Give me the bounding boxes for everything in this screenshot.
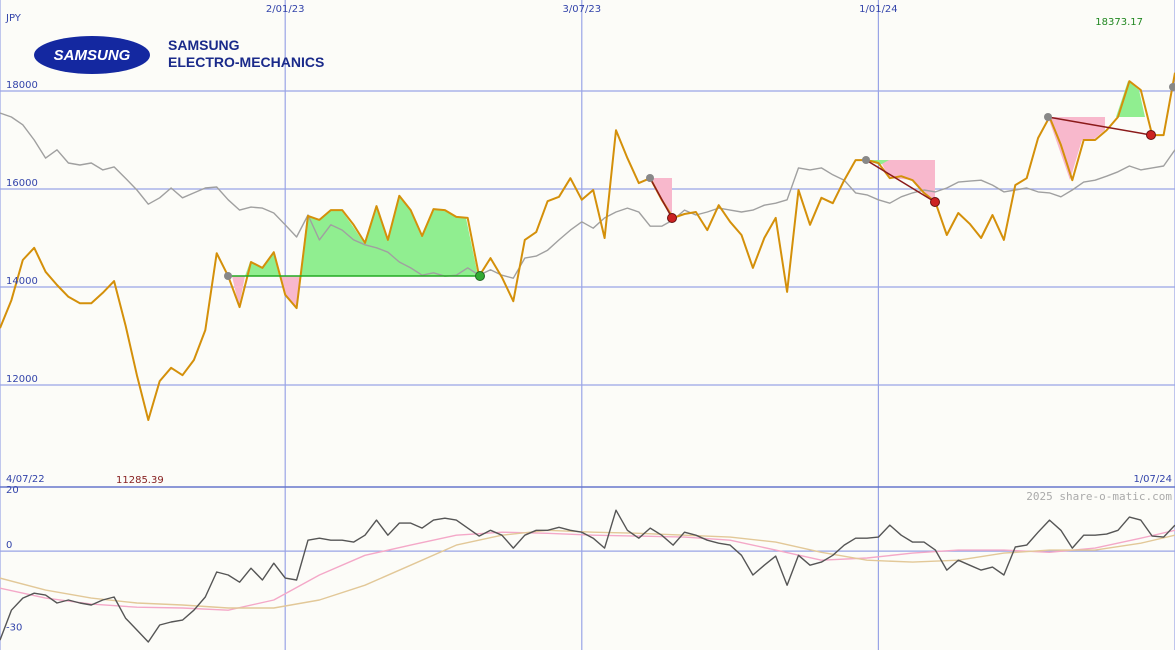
- trend-dot: [667, 213, 677, 223]
- trend-dot: [1044, 113, 1052, 121]
- logo-ellipse: [34, 36, 150, 74]
- x-tick-label: 1/01/24: [859, 4, 898, 15]
- watermark: 2025 share-o-matic.com: [1026, 490, 1172, 503]
- logo-mark: SAMSUNG: [54, 47, 131, 64]
- loss-area: [880, 160, 935, 202]
- trend-line: [649, 177, 673, 219]
- y-tick-label: 20: [6, 485, 19, 496]
- plot: [0, 72, 1175, 643]
- loss-area: [1048, 117, 1105, 180]
- x-tick-label: 1/07/24: [1133, 474, 1172, 485]
- gain-area: [1105, 81, 1145, 117]
- gain-area: [245, 252, 280, 276]
- y-tick-label: -30: [6, 623, 22, 634]
- trend-line: [1047, 116, 1152, 136]
- trend-dot: [1169, 83, 1175, 91]
- company-name: SAMSUNG: [168, 37, 240, 53]
- last-price-label: 18373.17: [1095, 17, 1143, 28]
- trend-dot: [1146, 130, 1156, 140]
- trend-dot: [475, 271, 485, 281]
- trend-dot: [862, 156, 870, 164]
- series-line: [0, 112, 1175, 279]
- trend-line: [865, 159, 936, 203]
- trend-dot: [646, 174, 654, 182]
- loss-area: [232, 276, 245, 307]
- company-name: ELECTRO-MECHANICS: [168, 54, 324, 70]
- y-tick-label: 12000: [6, 374, 38, 385]
- trend-dot: [224, 272, 232, 280]
- y-tick-label: 0: [6, 540, 12, 551]
- trend-lines: [224, 83, 1175, 281]
- x-tick-label: 3/07/23: [563, 4, 602, 15]
- series-line: [0, 509, 1175, 643]
- series-line: [0, 72, 1175, 421]
- currency-label: JPY: [5, 13, 22, 24]
- y-tick-label: 18000: [6, 80, 38, 91]
- low-price-label: 11285.39: [116, 475, 164, 486]
- trend-dot: [930, 197, 940, 207]
- logo: SAMSUNG SAMSUNG ELECTRO-MECHANICS: [34, 36, 324, 74]
- x-tick-label: 4/07/22: [6, 474, 45, 485]
- y-tick-label: 14000: [6, 276, 38, 287]
- loss-area: [280, 276, 300, 308]
- y-tick-label: 16000: [6, 178, 38, 189]
- series-line: [0, 529, 1175, 611]
- x-tick-label: 2/01/23: [266, 4, 305, 15]
